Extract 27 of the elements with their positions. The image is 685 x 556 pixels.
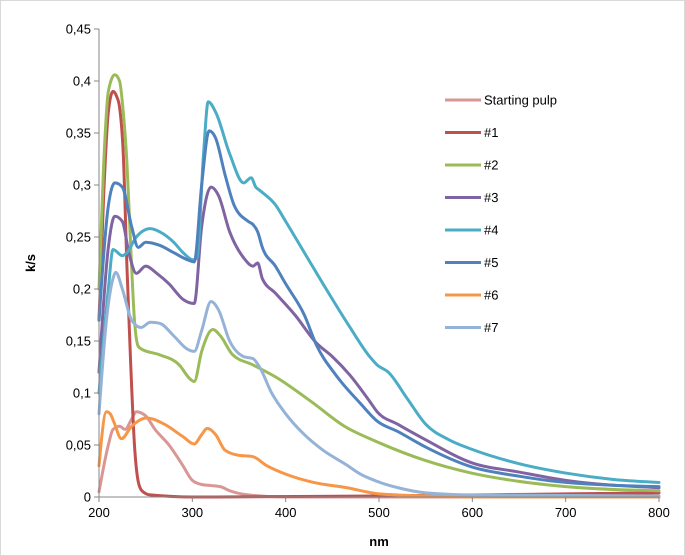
x-axis-title: nm: [369, 534, 389, 549]
legend-label: #7: [484, 320, 498, 336]
y-tick-label: 0,45: [66, 22, 91, 37]
y-tick-label: 0,2: [72, 282, 91, 297]
y-tick-label: 0: [84, 490, 91, 505]
y-tick-label: 0,15: [66, 334, 91, 349]
y-tick-label: 0,1: [72, 386, 91, 401]
legend-label: #2: [484, 158, 498, 173]
y-tick-label: 0,05: [66, 438, 91, 453]
legend-label: #4: [484, 222, 498, 238]
x-tick-label: 800: [648, 505, 670, 520]
x-tick-label: 200: [88, 505, 110, 520]
legend-label: #6: [484, 288, 498, 303]
y-tick-label: 0,3: [72, 178, 91, 193]
x-tick-label: 600: [461, 505, 484, 520]
y-axis-title: k/s: [23, 254, 38, 272]
x-tick-label: 500: [368, 505, 390, 520]
legend-label: #5: [484, 255, 498, 270]
legend-label: #1: [484, 125, 498, 140]
y-tick-label: 0,35: [66, 126, 91, 141]
legend-label: #3: [484, 190, 498, 206]
y-tick-label: 0,25: [66, 230, 91, 245]
x-tick-label: 700: [554, 505, 577, 520]
x-tick-label: 300: [181, 505, 204, 520]
y-tick-label: 0,4: [72, 74, 91, 89]
x-tick-label: 400: [274, 505, 297, 520]
legend-label: Starting pulp: [484, 92, 557, 108]
